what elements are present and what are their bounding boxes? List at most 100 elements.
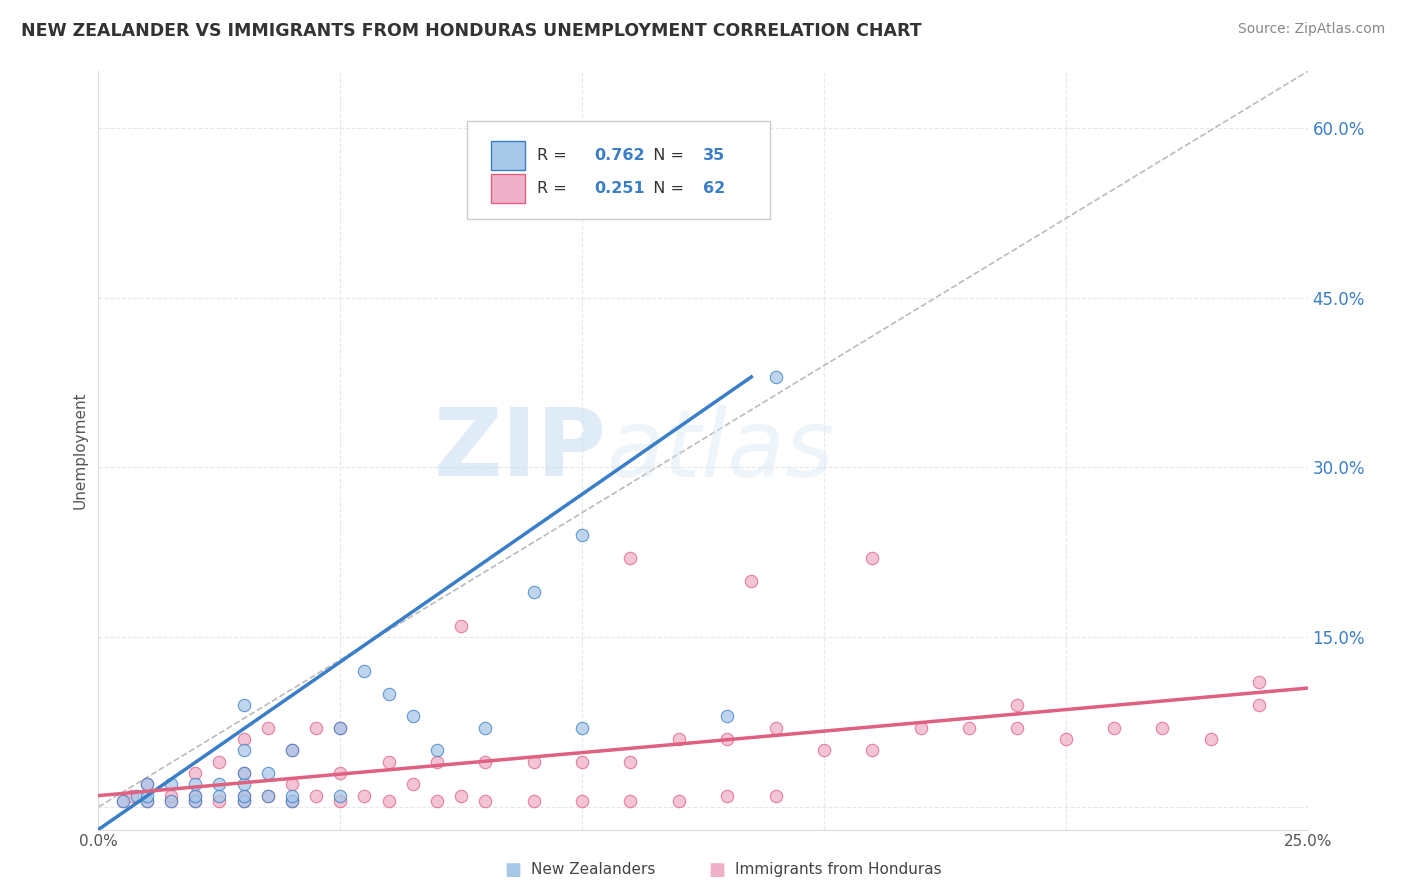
- Point: [523, 585, 546, 599]
- Point: [184, 777, 207, 791]
- Point: [281, 777, 304, 791]
- Point: [232, 794, 254, 808]
- Point: [813, 743, 835, 757]
- Text: New Zealanders: New Zealanders: [531, 863, 655, 877]
- Point: [1007, 698, 1029, 712]
- Point: [1199, 732, 1222, 747]
- Text: N =: N =: [643, 148, 689, 163]
- Point: [377, 755, 399, 769]
- Point: [1249, 675, 1271, 690]
- Point: [619, 551, 641, 566]
- Point: [571, 721, 593, 735]
- Point: [716, 789, 738, 803]
- Point: [232, 794, 254, 808]
- Point: [353, 664, 375, 678]
- Point: [426, 743, 449, 757]
- Text: Source: ZipAtlas.com: Source: ZipAtlas.com: [1237, 22, 1385, 37]
- Point: [305, 789, 328, 803]
- Y-axis label: Unemployment: Unemployment: [73, 392, 89, 509]
- Point: [329, 766, 352, 780]
- Point: [765, 789, 787, 803]
- Point: [402, 709, 425, 723]
- Point: [160, 789, 183, 803]
- Point: [377, 687, 399, 701]
- Point: [184, 789, 207, 803]
- Point: [281, 789, 304, 803]
- Point: [208, 794, 231, 808]
- Point: [716, 732, 738, 747]
- Point: [474, 721, 496, 735]
- Text: Immigrants from Honduras: Immigrants from Honduras: [735, 863, 942, 877]
- Point: [232, 732, 254, 747]
- Point: [860, 743, 883, 757]
- Point: [135, 789, 157, 803]
- Point: [281, 743, 304, 757]
- Point: [1249, 698, 1271, 712]
- Text: NEW ZEALANDER VS IMMIGRANTS FROM HONDURAS UNEMPLOYMENT CORRELATION CHART: NEW ZEALANDER VS IMMIGRANTS FROM HONDURA…: [21, 22, 922, 40]
- Point: [910, 721, 932, 735]
- Point: [160, 794, 183, 808]
- Point: [329, 721, 352, 735]
- Point: [256, 721, 278, 735]
- Point: [619, 794, 641, 808]
- Point: [184, 766, 207, 780]
- Point: [135, 794, 157, 808]
- Point: [1102, 721, 1125, 735]
- Point: [329, 789, 352, 803]
- Point: [256, 766, 278, 780]
- Point: [127, 789, 149, 803]
- Point: [184, 794, 207, 808]
- Text: 0.251: 0.251: [595, 181, 645, 196]
- Point: [121, 789, 143, 803]
- FancyBboxPatch shape: [467, 120, 769, 219]
- FancyBboxPatch shape: [492, 141, 526, 170]
- Point: [135, 777, 157, 791]
- FancyBboxPatch shape: [492, 174, 526, 202]
- Point: [1054, 732, 1077, 747]
- Point: [668, 732, 690, 747]
- Text: ■: ■: [709, 861, 725, 879]
- Point: [450, 619, 472, 633]
- Point: [353, 789, 375, 803]
- Point: [765, 721, 787, 735]
- Point: [957, 721, 980, 735]
- Point: [860, 551, 883, 566]
- Point: [716, 709, 738, 723]
- Point: [208, 777, 231, 791]
- Point: [135, 777, 157, 791]
- Point: [111, 794, 134, 808]
- Point: [474, 794, 496, 808]
- Point: [1152, 721, 1174, 735]
- Point: [111, 794, 134, 808]
- Text: 35: 35: [703, 148, 725, 163]
- Text: atlas: atlas: [606, 405, 835, 496]
- Point: [474, 755, 496, 769]
- Text: 62: 62: [703, 181, 725, 196]
- Point: [232, 789, 254, 803]
- Point: [668, 794, 690, 808]
- Point: [208, 755, 231, 769]
- Point: [256, 789, 278, 803]
- Point: [281, 794, 304, 808]
- Point: [232, 698, 254, 712]
- Point: [305, 721, 328, 735]
- Point: [402, 777, 425, 791]
- Point: [523, 755, 546, 769]
- Point: [208, 789, 231, 803]
- Text: ■: ■: [505, 861, 522, 879]
- Point: [426, 794, 449, 808]
- Point: [377, 794, 399, 808]
- Point: [426, 755, 449, 769]
- Text: N =: N =: [643, 181, 689, 196]
- Text: ZIP: ZIP: [433, 404, 606, 497]
- Point: [765, 370, 787, 384]
- Point: [232, 766, 254, 780]
- Point: [256, 789, 278, 803]
- Point: [232, 766, 254, 780]
- Point: [281, 794, 304, 808]
- Point: [281, 743, 304, 757]
- Point: [329, 794, 352, 808]
- Point: [232, 777, 254, 791]
- Point: [160, 794, 183, 808]
- Point: [619, 755, 641, 769]
